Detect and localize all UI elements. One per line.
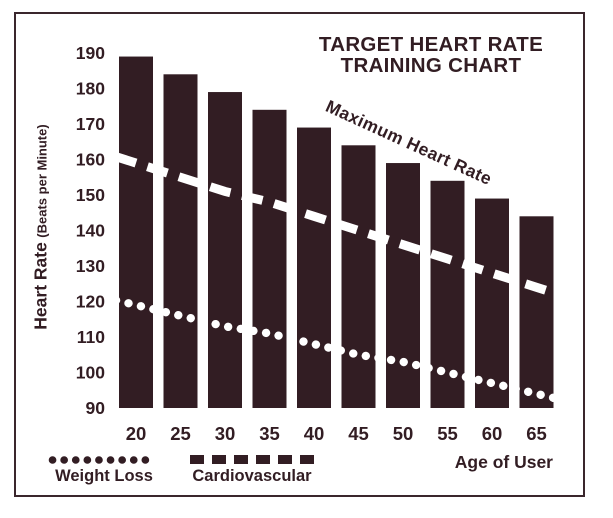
weight-loss-dotted-swatch-icon <box>48 456 160 464</box>
y-tick-label-190: 190 <box>76 43 105 63</box>
y-tick-label-90: 90 <box>86 398 106 418</box>
bar-age-50 <box>386 163 420 408</box>
legend-label-cardiovascular: Cardiovascular <box>192 467 312 485</box>
bar-age-30 <box>208 92 242 409</box>
x-tick-label-20: 20 <box>126 423 147 444</box>
y-axis-title-sub: (Beats per Minute) <box>34 124 50 238</box>
bar-age-35 <box>252 109 287 409</box>
y-tick-label-100: 100 <box>76 363 105 383</box>
bar-age-55 <box>430 180 465 408</box>
legend-label-weight-loss: Weight Loss <box>55 467 153 485</box>
bar-age-25 <box>163 74 198 409</box>
chart-title-line-2: TRAINING CHART <box>340 54 522 77</box>
chart-title-line-1: TARGET HEART RATE <box>318 33 544 56</box>
x-tick-label-65: 65 <box>526 423 547 444</box>
y-tick-label-140: 140 <box>76 221 105 241</box>
bar-age-60 <box>475 198 509 408</box>
x-tick-label-40: 40 <box>304 423 325 444</box>
x-tick-label-30: 30 <box>215 423 236 444</box>
bar-age-45 <box>341 145 376 409</box>
x-tick-label-25: 25 <box>170 423 191 444</box>
y-axis-title: Heart Rate (Beats per Minute) <box>31 124 52 329</box>
y-axis-title-main: Heart Rate <box>30 242 51 330</box>
cardiovascular-dashed-swatch-icon <box>190 455 314 464</box>
bar-age-40 <box>297 127 331 409</box>
y-tick-label-110: 110 <box>77 327 105 347</box>
x-tick-label-45: 45 <box>348 423 369 444</box>
weight-loss-line <box>111 296 565 404</box>
y-tick-label-160: 160 <box>76 150 105 170</box>
chart-title: TARGET HEART RATE TRAINING CHART <box>280 34 582 76</box>
x-tick-label-55: 55 <box>437 423 458 444</box>
cardiovascular-line <box>114 152 562 300</box>
y-tick-label-120: 120 <box>76 292 105 312</box>
y-tick-label-170: 170 <box>76 114 105 134</box>
x-tick-label-60: 60 <box>482 423 503 444</box>
bar-age-65 <box>519 216 554 408</box>
y-tick-label-180: 180 <box>76 79 105 99</box>
x-tick-label-50: 50 <box>393 423 414 444</box>
x-axis-title: Age of User <box>454 452 553 472</box>
y-tick-label-130: 130 <box>76 256 105 276</box>
y-tick-label-150: 150 <box>76 185 105 205</box>
bar-age-20 <box>119 56 153 409</box>
x-tick-label-35: 35 <box>259 423 280 444</box>
